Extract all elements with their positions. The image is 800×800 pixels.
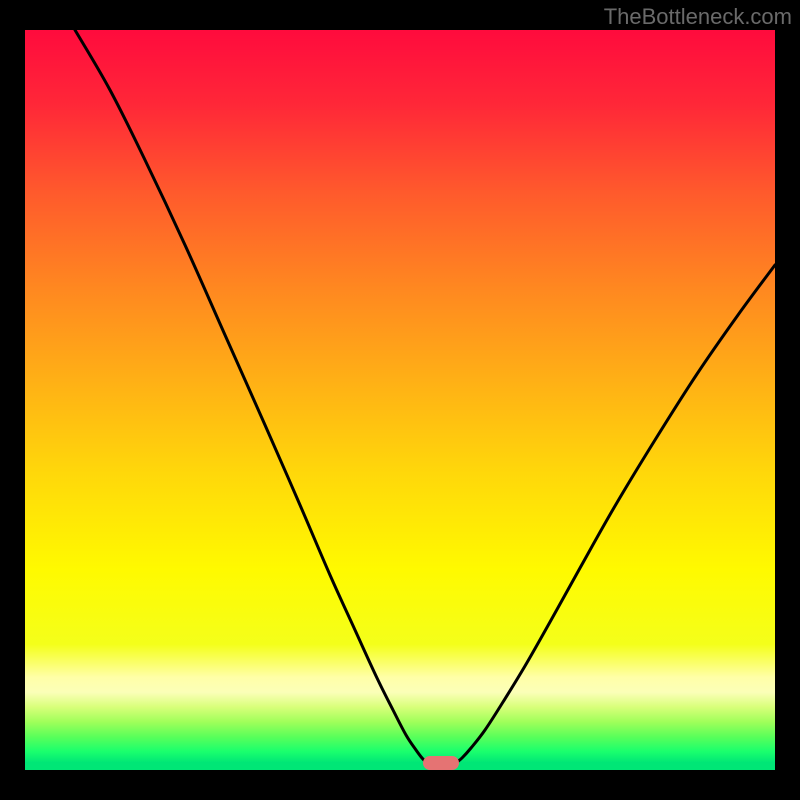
curve-right-branch xyxy=(457,265,775,762)
chart-container: TheBottleneck.com xyxy=(0,0,800,800)
plot-area xyxy=(25,30,775,770)
optimal-marker xyxy=(423,756,459,770)
bottleneck-curve xyxy=(25,30,775,770)
watermark: TheBottleneck.com xyxy=(604,4,792,30)
curve-left-branch xyxy=(75,30,426,762)
